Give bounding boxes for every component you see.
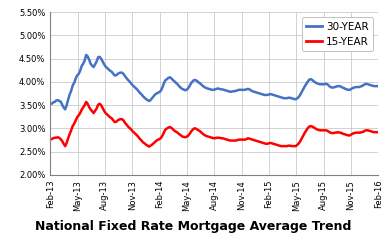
Legend: 30-YEAR, 15-YEAR: 30-YEAR, 15-YEAR xyxy=(302,17,373,51)
Text: National Fixed Rate Mortgage Average Trend: National Fixed Rate Mortgage Average Tre… xyxy=(35,220,351,233)
